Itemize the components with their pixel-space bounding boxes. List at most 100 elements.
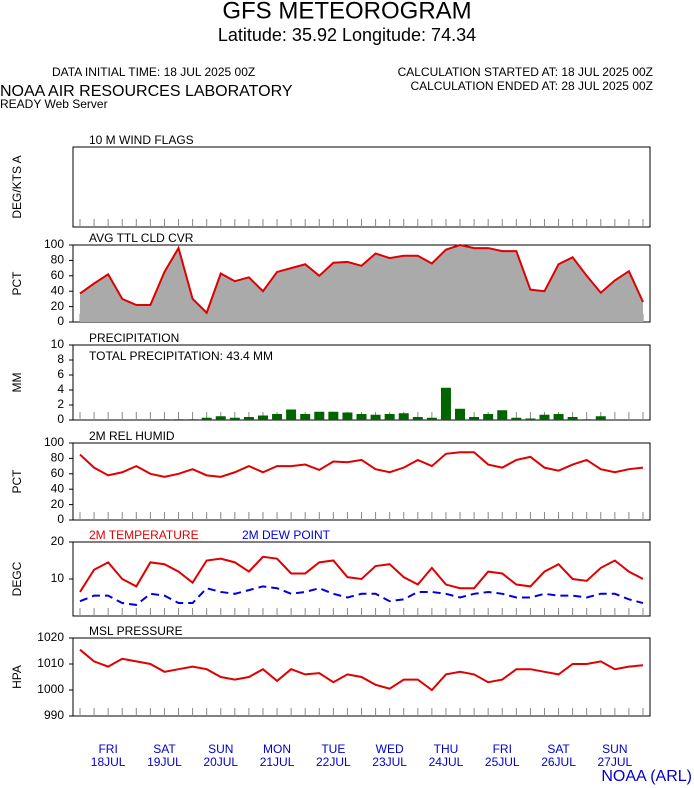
date-label: 24JUL xyxy=(429,755,464,769)
y-axis-label: DEG/KTS A xyxy=(10,155,24,218)
bar xyxy=(525,418,536,420)
date-label: 20JUL xyxy=(203,755,238,769)
date-label: 25JUL xyxy=(485,755,520,769)
annotation: TOTAL PRECIPITATION: 43.4 MM xyxy=(89,349,273,363)
day-label: MON xyxy=(263,742,291,756)
y-tick-label: 8 xyxy=(57,352,64,366)
line xyxy=(79,555,644,593)
bar xyxy=(356,414,367,420)
y-tick-label: 1020 xyxy=(37,630,64,644)
day-label: FRI xyxy=(493,742,512,756)
y-tick-label: 100 xyxy=(44,237,64,251)
bar xyxy=(412,417,423,420)
date-label: 27JUL xyxy=(598,755,633,769)
y-tick-label: 2 xyxy=(57,397,64,411)
y-tick-label: 1000 xyxy=(37,682,64,696)
line xyxy=(79,451,644,478)
date-label: 23JUL xyxy=(372,755,407,769)
bar xyxy=(300,414,311,420)
line xyxy=(79,243,644,315)
y-tick-label: 990 xyxy=(44,708,64,722)
y-tick-label: 6 xyxy=(57,367,64,381)
y-tick-label: 80 xyxy=(51,253,65,267)
y-tick-label: 40 xyxy=(51,283,65,297)
day-label: FRI xyxy=(98,742,117,756)
bar xyxy=(455,408,466,420)
date-label: 22JUL xyxy=(316,755,351,769)
day-label: TUE xyxy=(321,742,345,756)
bar xyxy=(328,411,339,420)
y-axis-label: MM xyxy=(10,373,24,393)
y-axis-label: PCT xyxy=(10,469,24,494)
y-tick-label: 40 xyxy=(51,481,65,495)
y-axis-label: HPA xyxy=(10,665,24,689)
line xyxy=(79,648,644,692)
day-label: THU xyxy=(434,742,459,756)
bar xyxy=(159,419,170,420)
calc-start: CALCULATION STARTED AT: 18 JUL 2025 00Z xyxy=(398,65,653,79)
y-tick-label: 0 xyxy=(57,412,64,426)
y-tick-label: 0 xyxy=(57,314,64,328)
day-label: WED xyxy=(376,742,404,756)
bar xyxy=(215,416,226,420)
y-tick-label: 0 xyxy=(57,512,64,526)
panel-title: PRECIPITATION xyxy=(89,331,179,345)
bar xyxy=(342,412,353,420)
y-tick-label: 20 xyxy=(51,534,65,548)
bar xyxy=(257,415,268,420)
day-label: SUN xyxy=(602,742,627,756)
y-tick-label: 20 xyxy=(51,497,65,511)
organization: NOAA AIR RESOURCES LABORATORY xyxy=(0,83,293,100)
bar xyxy=(314,411,325,420)
bar xyxy=(187,419,198,420)
server: READY Web Server xyxy=(0,97,108,111)
y-tick-label: 10 xyxy=(51,571,65,585)
bar xyxy=(384,414,395,420)
bar xyxy=(173,419,184,420)
y-tick-label: 100 xyxy=(44,435,64,449)
panel-title: MSL PRESSURE xyxy=(89,624,183,638)
line xyxy=(79,585,644,606)
day-label: SAT xyxy=(547,742,570,756)
day-label: SAT xyxy=(153,742,176,756)
bar xyxy=(567,417,578,420)
y-axis-label: PCT xyxy=(10,271,24,296)
panel-title: 2M REL HUMID xyxy=(89,429,175,443)
y-tick-label: 60 xyxy=(51,268,65,282)
bar xyxy=(553,414,564,420)
bar xyxy=(426,417,437,420)
bar xyxy=(370,414,381,420)
y-tick-label: 80 xyxy=(51,451,65,465)
bar xyxy=(595,416,606,420)
bar xyxy=(581,419,592,420)
bar xyxy=(539,414,550,420)
legend-entry: 2M DEW POINT xyxy=(242,528,331,542)
location: Latitude: 35.92 Longitude: 74.34 xyxy=(218,25,476,45)
y-axis-label: DEGC xyxy=(10,561,24,596)
credit: NOAA (ARL) xyxy=(601,768,692,785)
bar xyxy=(483,414,494,420)
panel-title: 10 M WIND FLAGS xyxy=(89,133,194,147)
panel-title: AVG TTL CLD CVR xyxy=(89,231,194,245)
date-label: 26JUL xyxy=(541,755,576,769)
bar xyxy=(398,413,409,420)
panel-frame xyxy=(72,442,651,521)
panel-frame xyxy=(72,146,651,228)
day-label: SUN xyxy=(208,742,233,756)
bar xyxy=(469,417,480,420)
bar xyxy=(440,387,451,420)
legend-entry: 2M TEMPERATURE xyxy=(89,528,199,542)
bar xyxy=(272,414,283,420)
y-tick-label: 1010 xyxy=(37,656,64,670)
y-tick-label: 20 xyxy=(51,299,65,313)
bar xyxy=(201,417,212,420)
y-tick-label: 4 xyxy=(57,382,64,396)
y-tick-label: 60 xyxy=(51,466,65,480)
calc-end: CALCULATION ENDED AT: 28 JUL 2025 00Z xyxy=(410,79,653,93)
date-label: 21JUL xyxy=(260,755,295,769)
bar xyxy=(229,417,240,420)
date-label: 18JUL xyxy=(91,755,126,769)
bar xyxy=(286,409,297,420)
init-time: DATA INITIAL TIME: 18 JUL 2025 00Z xyxy=(52,65,255,79)
